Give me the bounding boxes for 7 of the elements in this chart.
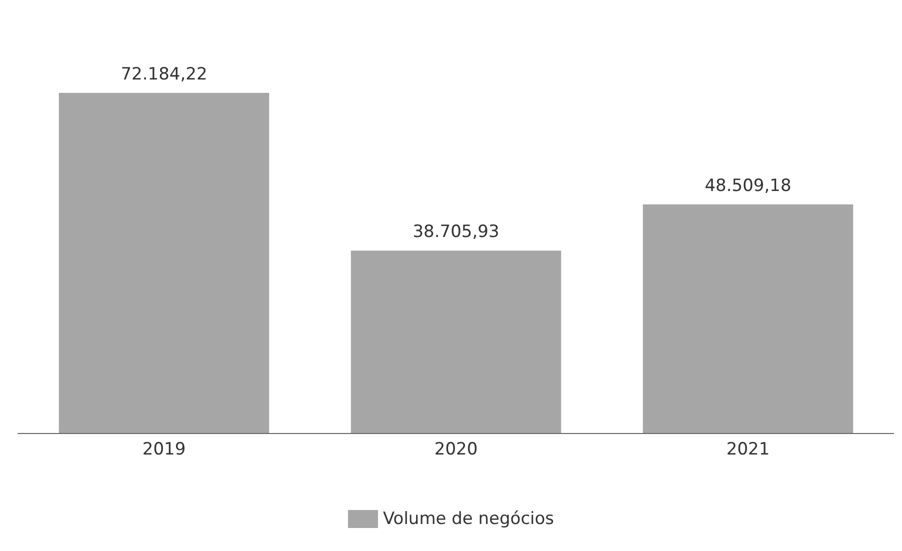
x-tick-label: 2019	[142, 440, 186, 460]
x-tick-label: 2020	[434, 440, 478, 460]
legend-label: Volume de negócios	[382, 509, 554, 529]
data-label: 48.509,18	[704, 176, 792, 196]
x-tick-label: 2021	[726, 440, 770, 460]
data-label: 38.705,93	[412, 222, 500, 242]
data-label: 72.184,22	[120, 64, 208, 84]
